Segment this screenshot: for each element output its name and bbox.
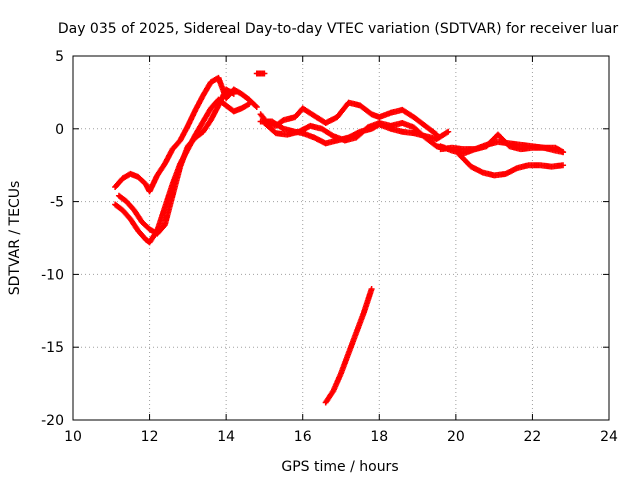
data-point bbox=[445, 128, 452, 135]
series-trace-j bbox=[322, 285, 375, 406]
data-markers bbox=[112, 70, 567, 406]
x-tick-label: 12 bbox=[141, 429, 159, 445]
series-trace-f bbox=[261, 119, 448, 151]
x-tick-label: 22 bbox=[524, 429, 542, 445]
data-point bbox=[560, 149, 567, 156]
data-point bbox=[230, 90, 237, 97]
series-trace-c bbox=[115, 86, 237, 237]
data-point bbox=[261, 70, 268, 77]
data-point bbox=[368, 285, 375, 292]
x-tick-label: 16 bbox=[294, 429, 312, 445]
series-trace-i bbox=[456, 152, 567, 179]
data-point bbox=[560, 162, 567, 169]
y-tick-label: -20 bbox=[41, 413, 64, 429]
series-trace-a bbox=[112, 74, 260, 195]
y-tick-label: 0 bbox=[55, 122, 64, 138]
chart-title: Day 035 of 2025, Sidereal Day-to-day VTE… bbox=[58, 21, 619, 37]
series-trace-k bbox=[253, 70, 268, 77]
y-tick-label: -10 bbox=[41, 267, 64, 283]
x-tick-label: 18 bbox=[370, 429, 388, 445]
x-tick-label: 24 bbox=[600, 429, 618, 445]
y-tick-label: -15 bbox=[41, 340, 64, 356]
axis-ticks: 10 12 14 16 18 20 22 24 -20 -15 -10 -5 0 5 bbox=[41, 49, 618, 445]
y-tick-label: -5 bbox=[50, 195, 64, 211]
data-point bbox=[246, 101, 253, 108]
x-tick-label: 10 bbox=[64, 429, 82, 445]
series-trace-h bbox=[437, 131, 567, 157]
plot-frame bbox=[72, 55, 610, 421]
x-tick-label: 20 bbox=[447, 429, 465, 445]
x-axis-label: GPS time / hours bbox=[281, 459, 398, 475]
data-point bbox=[252, 102, 259, 109]
data-point bbox=[253, 103, 260, 110]
series-trace-d bbox=[257, 99, 440, 138]
y-axis-label: SDTVAR / TECUs bbox=[7, 181, 23, 296]
y-tick-label: 5 bbox=[55, 49, 64, 65]
x-tick-label: 14 bbox=[217, 429, 235, 445]
